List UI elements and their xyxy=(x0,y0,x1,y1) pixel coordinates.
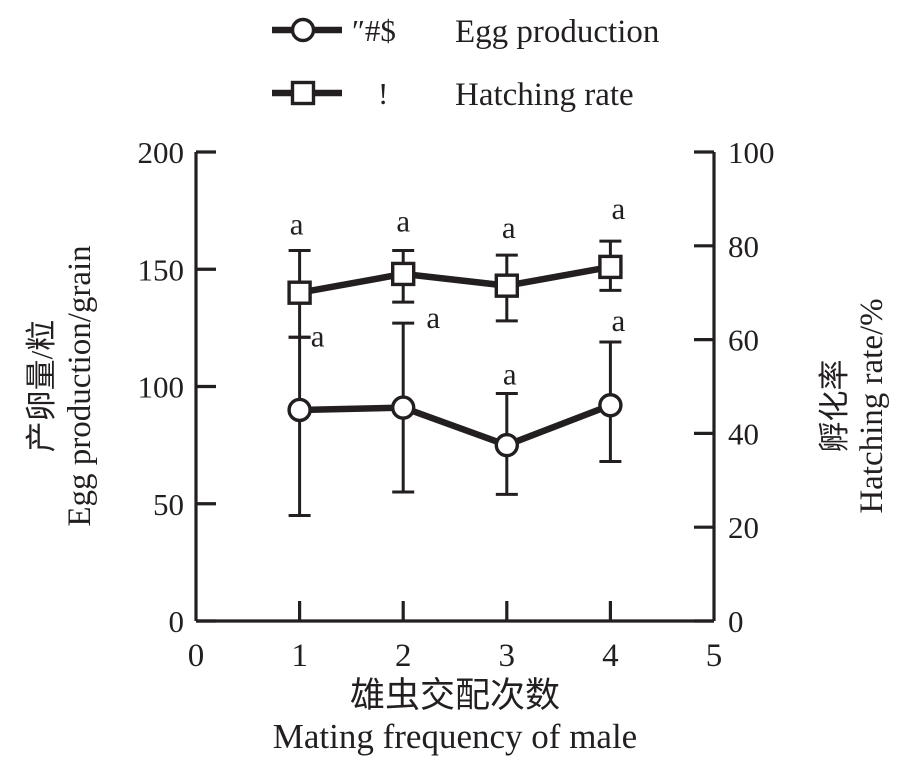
data-point-square xyxy=(598,254,623,280)
sig-label: a xyxy=(612,191,626,226)
left-axis-title: 产卵量/粒 Egg production/grain xyxy=(24,245,98,526)
right-axis-title: 孵化率 Hatching rate/% xyxy=(817,298,890,513)
circle-marker-icon xyxy=(290,17,316,43)
data-point-square xyxy=(494,273,519,298)
x-axis-tick-label: 2 xyxy=(395,638,412,674)
series-line-square xyxy=(299,263,611,296)
legend-item-hatching-rate: ! Hatching rate xyxy=(272,76,634,113)
x-axis-tick-label: 5 xyxy=(706,638,723,674)
right-axis-tick-label: 20 xyxy=(728,510,759,545)
plot-generated: 0 50 100 150 200 0 20 40 60 80 100 0 1 2 3 4 5 a a a a a a a a xyxy=(138,135,775,674)
sig-label: a xyxy=(396,203,410,238)
left-axis-title-zh: 产卵量/粒 xyxy=(24,320,59,453)
right-axis-title-zh: 孵化率 xyxy=(817,360,852,453)
left-axis-tick-label: 100 xyxy=(138,370,185,405)
right-axis-title-en: Hatching rate/% xyxy=(854,298,890,513)
left-axis-title-en: Egg production/grain xyxy=(62,245,98,526)
x-axis-tick-label: 4 xyxy=(602,638,619,674)
data-point-circle xyxy=(494,432,519,458)
series-line-circle xyxy=(299,402,612,449)
data-point-circle xyxy=(598,393,623,418)
left-axis-tick-label: 50 xyxy=(153,487,184,522)
legend-garbled-egg: ″#$ xyxy=(352,13,396,48)
legend-garbled-hatching: ! xyxy=(378,76,388,111)
x-axis-title-en: Mating frequency of male xyxy=(273,717,637,756)
legend: ″#$ Egg production ! Hatching rate xyxy=(272,13,659,113)
right-axis-tick-label: 0 xyxy=(728,604,744,639)
data-point-circle xyxy=(391,395,416,420)
legend-label-hatching-rate: Hatching rate xyxy=(455,77,634,113)
axes xyxy=(194,152,716,623)
left-axis-tick-label: 0 xyxy=(169,604,185,639)
x-axis-tick-label: 1 xyxy=(291,638,308,674)
left-axis-tick-label: 150 xyxy=(138,252,185,287)
right-axis-tick-label: 40 xyxy=(728,416,759,451)
left-axis-tick-label: 200 xyxy=(138,135,185,170)
right-axis-tick-label: 100 xyxy=(728,135,775,170)
sig-label: a xyxy=(311,318,325,353)
sig-label: a xyxy=(290,206,304,241)
x-axis-title: 雄虫交配次数 Mating frequency of male xyxy=(273,676,637,756)
sig-label: a xyxy=(426,300,440,335)
x-axis-tick-label: 0 xyxy=(188,638,205,674)
sig-label: a xyxy=(502,210,516,245)
data-point-circle xyxy=(287,397,312,423)
square-marker-icon xyxy=(290,80,316,106)
legend-item-egg-production: ″#$ Egg production xyxy=(272,13,659,50)
legend-label-egg-production: Egg production xyxy=(455,14,659,50)
right-axis-tick-label: 60 xyxy=(728,323,759,358)
right-axis-tick-label: 80 xyxy=(728,229,759,264)
data-point-square xyxy=(287,280,312,305)
data-point-square xyxy=(391,261,416,287)
sig-label: a xyxy=(612,303,626,338)
x-axis-tick-label: 3 xyxy=(499,638,516,674)
sig-label: a xyxy=(503,357,517,392)
x-axis-title-zh: 雄虫交配次数 xyxy=(350,676,560,715)
